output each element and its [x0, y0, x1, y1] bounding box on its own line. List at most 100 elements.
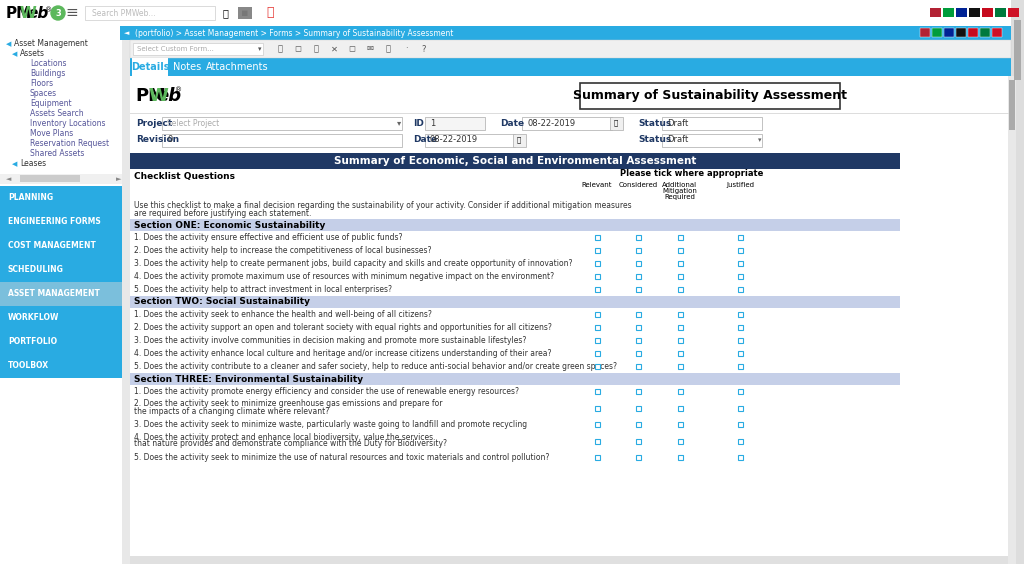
Bar	[678, 455, 683, 460]
Bar	[130, 257, 900, 270]
Bar	[130, 283, 900, 296]
Text: ✉: ✉	[367, 45, 374, 54]
Text: ≡: ≡	[66, 6, 79, 20]
Text: ►: ►	[116, 176, 122, 182]
Text: 4. Does the activity enhance local culture and heritage and/or increase citizens: 4. Does the activity enhance local cultu…	[134, 349, 552, 358]
Bar	[130, 153, 900, 169]
Bar	[956, 8, 967, 17]
Text: are required before justifying each statement.: are required before justifying each stat…	[134, 209, 311, 218]
Bar	[968, 28, 978, 37]
Text: ASSET MANAGEMENT: ASSET MANAGEMENT	[8, 289, 100, 298]
Bar	[678, 364, 683, 369]
Bar	[636, 338, 640, 343]
Text: Date: Date	[413, 135, 437, 144]
Bar	[130, 308, 900, 321]
Text: ▪: ▪	[242, 8, 249, 18]
Bar	[0, 0, 1024, 26]
Bar	[130, 76, 1011, 564]
Bar	[1009, 80, 1015, 130]
Text: Inventory Locations: Inventory Locations	[30, 120, 105, 129]
Text: ®: ®	[175, 87, 182, 93]
Text: ?: ?	[422, 45, 426, 54]
Text: 5. Does the activity seek to minimize the use of natural resources and toxic mat: 5. Does the activity seek to minimize th…	[134, 453, 549, 462]
Bar	[737, 248, 742, 253]
Bar	[595, 248, 599, 253]
Bar	[737, 364, 742, 369]
Bar	[130, 169, 900, 199]
Bar	[425, 117, 485, 130]
Bar	[678, 235, 683, 240]
Text: 🔍: 🔍	[278, 45, 283, 54]
Text: eb: eb	[27, 6, 48, 20]
Text: ▾: ▾	[758, 137, 762, 143]
Text: Spaces: Spaces	[30, 90, 57, 99]
Bar	[130, 244, 900, 257]
Bar	[0, 186, 122, 210]
Bar	[737, 274, 742, 279]
Text: 💾: 💾	[313, 45, 318, 54]
Circle shape	[51, 6, 65, 20]
Bar	[0, 354, 122, 378]
Bar	[130, 40, 1011, 58]
Bar	[85, 6, 215, 20]
Text: 08-22-2019: 08-22-2019	[527, 118, 575, 127]
Text: 4. Does the activity promote maximum use of resources with minimum negative impa: 4. Does the activity promote maximum use…	[134, 272, 554, 281]
Bar	[636, 287, 640, 292]
Text: Checklist Questions: Checklist Questions	[134, 173, 234, 182]
Bar	[969, 8, 980, 17]
Text: Shared Assets: Shared Assets	[30, 149, 84, 158]
Text: 4. Does the activity protect and enhance local biodiversity, value the services: 4. Does the activity protect and enhance…	[134, 433, 433, 442]
Bar	[595, 438, 599, 443]
Text: Locations: Locations	[30, 59, 67, 68]
Bar	[595, 325, 599, 330]
Bar	[580, 83, 840, 109]
Bar	[1014, 20, 1021, 80]
Bar	[425, 134, 515, 147]
Bar	[636, 389, 640, 394]
Bar	[737, 389, 742, 394]
Bar	[132, 58, 168, 76]
Text: Details: Details	[131, 62, 169, 72]
Bar	[980, 28, 990, 37]
Text: PORTFOLIO: PORTFOLIO	[8, 337, 57, 346]
Text: TOOLBOX: TOOLBOX	[8, 362, 49, 371]
Text: Required: Required	[665, 194, 695, 200]
Bar	[130, 360, 900, 373]
Text: 2. Does the activity seek to minimize greenhouse gas emissions and prepare for: 2. Does the activity seek to minimize gr…	[134, 399, 442, 408]
Text: Status: Status	[638, 135, 672, 144]
Bar	[0, 174, 122, 184]
Bar	[737, 312, 742, 317]
Bar	[943, 8, 954, 17]
Bar	[130, 451, 900, 464]
Bar	[1008, 8, 1019, 17]
Text: Notes: Notes	[173, 62, 202, 72]
Text: 1. Does the activity ensure effective and efficient use of public funds?: 1. Does the activity ensure effective an…	[134, 233, 402, 242]
Bar	[130, 231, 900, 244]
Bar	[930, 8, 941, 17]
Bar	[737, 438, 742, 443]
Bar	[636, 406, 640, 411]
Bar	[678, 351, 683, 356]
Text: 2. Does the activity help to increase the competitiveness of local businesses?: 2. Does the activity help to increase th…	[134, 246, 431, 255]
Bar	[920, 28, 930, 37]
Bar	[0, 210, 122, 234]
Bar	[595, 422, 599, 427]
Bar	[130, 113, 1011, 114]
Bar	[737, 422, 742, 427]
Bar	[678, 406, 683, 411]
Text: Floors: Floors	[30, 80, 53, 89]
Bar	[130, 373, 900, 385]
Bar	[678, 261, 683, 266]
Text: (portfolio) > Asset Management > Forms > Summary of Sustainability Assessment: (portfolio) > Asset Management > Forms >…	[135, 29, 454, 37]
Bar	[636, 274, 640, 279]
Text: 📅: 📅	[517, 136, 521, 143]
Text: W: W	[20, 6, 37, 20]
Bar	[1011, 0, 1024, 564]
Text: Draft: Draft	[667, 118, 688, 127]
Bar	[120, 26, 134, 40]
Bar	[595, 312, 599, 317]
Text: Date: Date	[500, 118, 524, 127]
Bar	[636, 235, 640, 240]
Bar	[737, 261, 742, 266]
Text: PLANNING: PLANNING	[8, 193, 53, 202]
